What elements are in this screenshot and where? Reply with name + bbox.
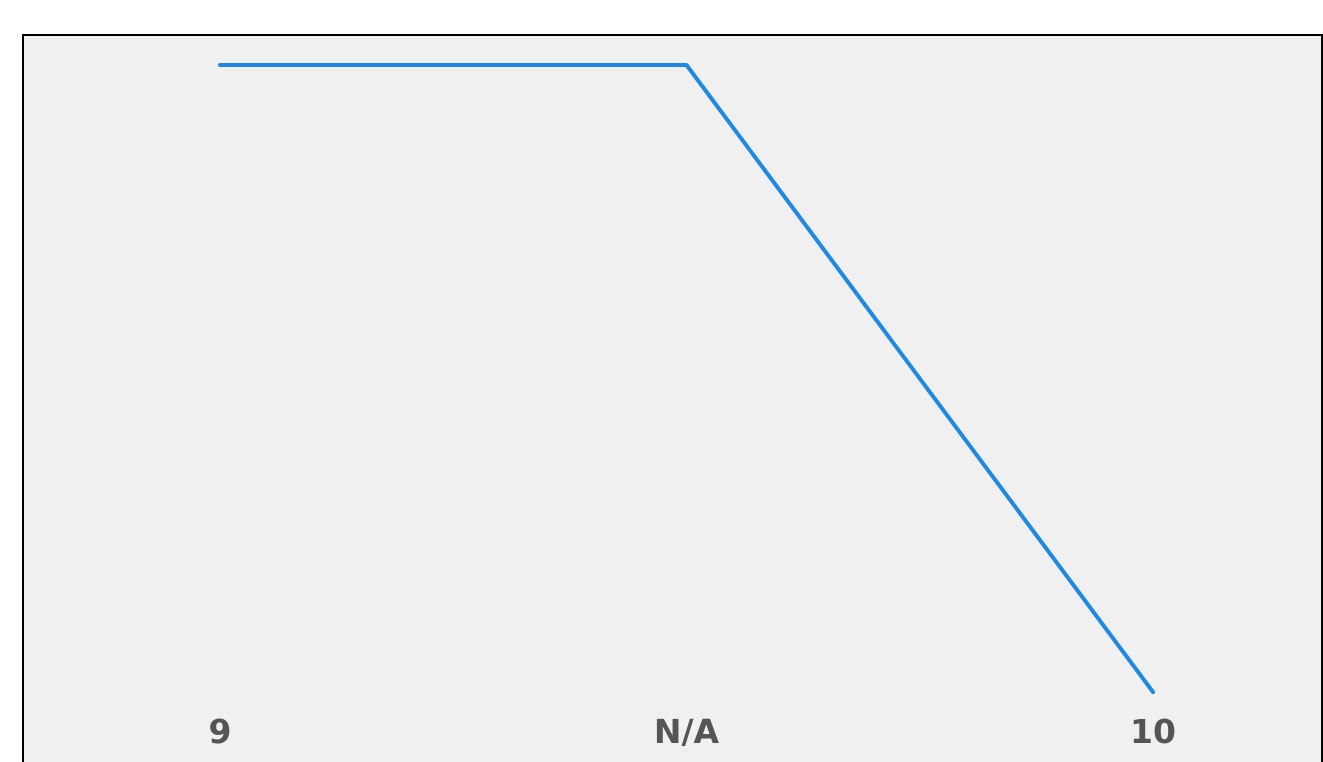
x-tick-label: N/A [654,712,720,751]
series-line-0 [218,63,1155,694]
x-axis-ticks: 9 N/A 10 [209,712,1176,751]
series-layer [218,63,1155,694]
x-tick-label: 10 [1130,712,1176,751]
chart-plot-area [22,34,1323,762]
x-tick-label: 9 [209,712,232,751]
